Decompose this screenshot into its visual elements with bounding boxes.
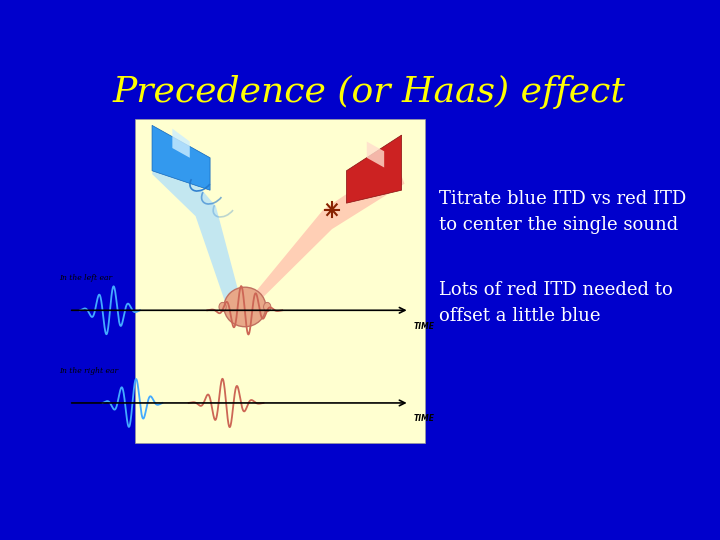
Text: Lots of red ITD needed to
offset a little blue: Lots of red ITD needed to offset a littl… — [438, 281, 672, 326]
Polygon shape — [346, 135, 402, 203]
Text: Precedence (or Haas) effect: Precedence (or Haas) effect — [112, 75, 626, 109]
Polygon shape — [152, 125, 210, 190]
Text: In the right ear: In the right ear — [59, 367, 118, 375]
Text: TIME: TIME — [413, 322, 434, 330]
Text: In the left ear: In the left ear — [59, 274, 112, 282]
Ellipse shape — [219, 302, 226, 312]
Text: TIME: TIME — [413, 414, 434, 423]
Ellipse shape — [224, 287, 266, 327]
Ellipse shape — [264, 302, 271, 312]
FancyBboxPatch shape — [135, 119, 425, 443]
Text: Titrate blue ITD vs red ITD
to center the single sound: Titrate blue ITD vs red ITD to center th… — [438, 190, 686, 234]
Polygon shape — [366, 141, 384, 167]
Polygon shape — [172, 129, 190, 158]
Polygon shape — [256, 161, 405, 303]
Polygon shape — [152, 141, 239, 300]
